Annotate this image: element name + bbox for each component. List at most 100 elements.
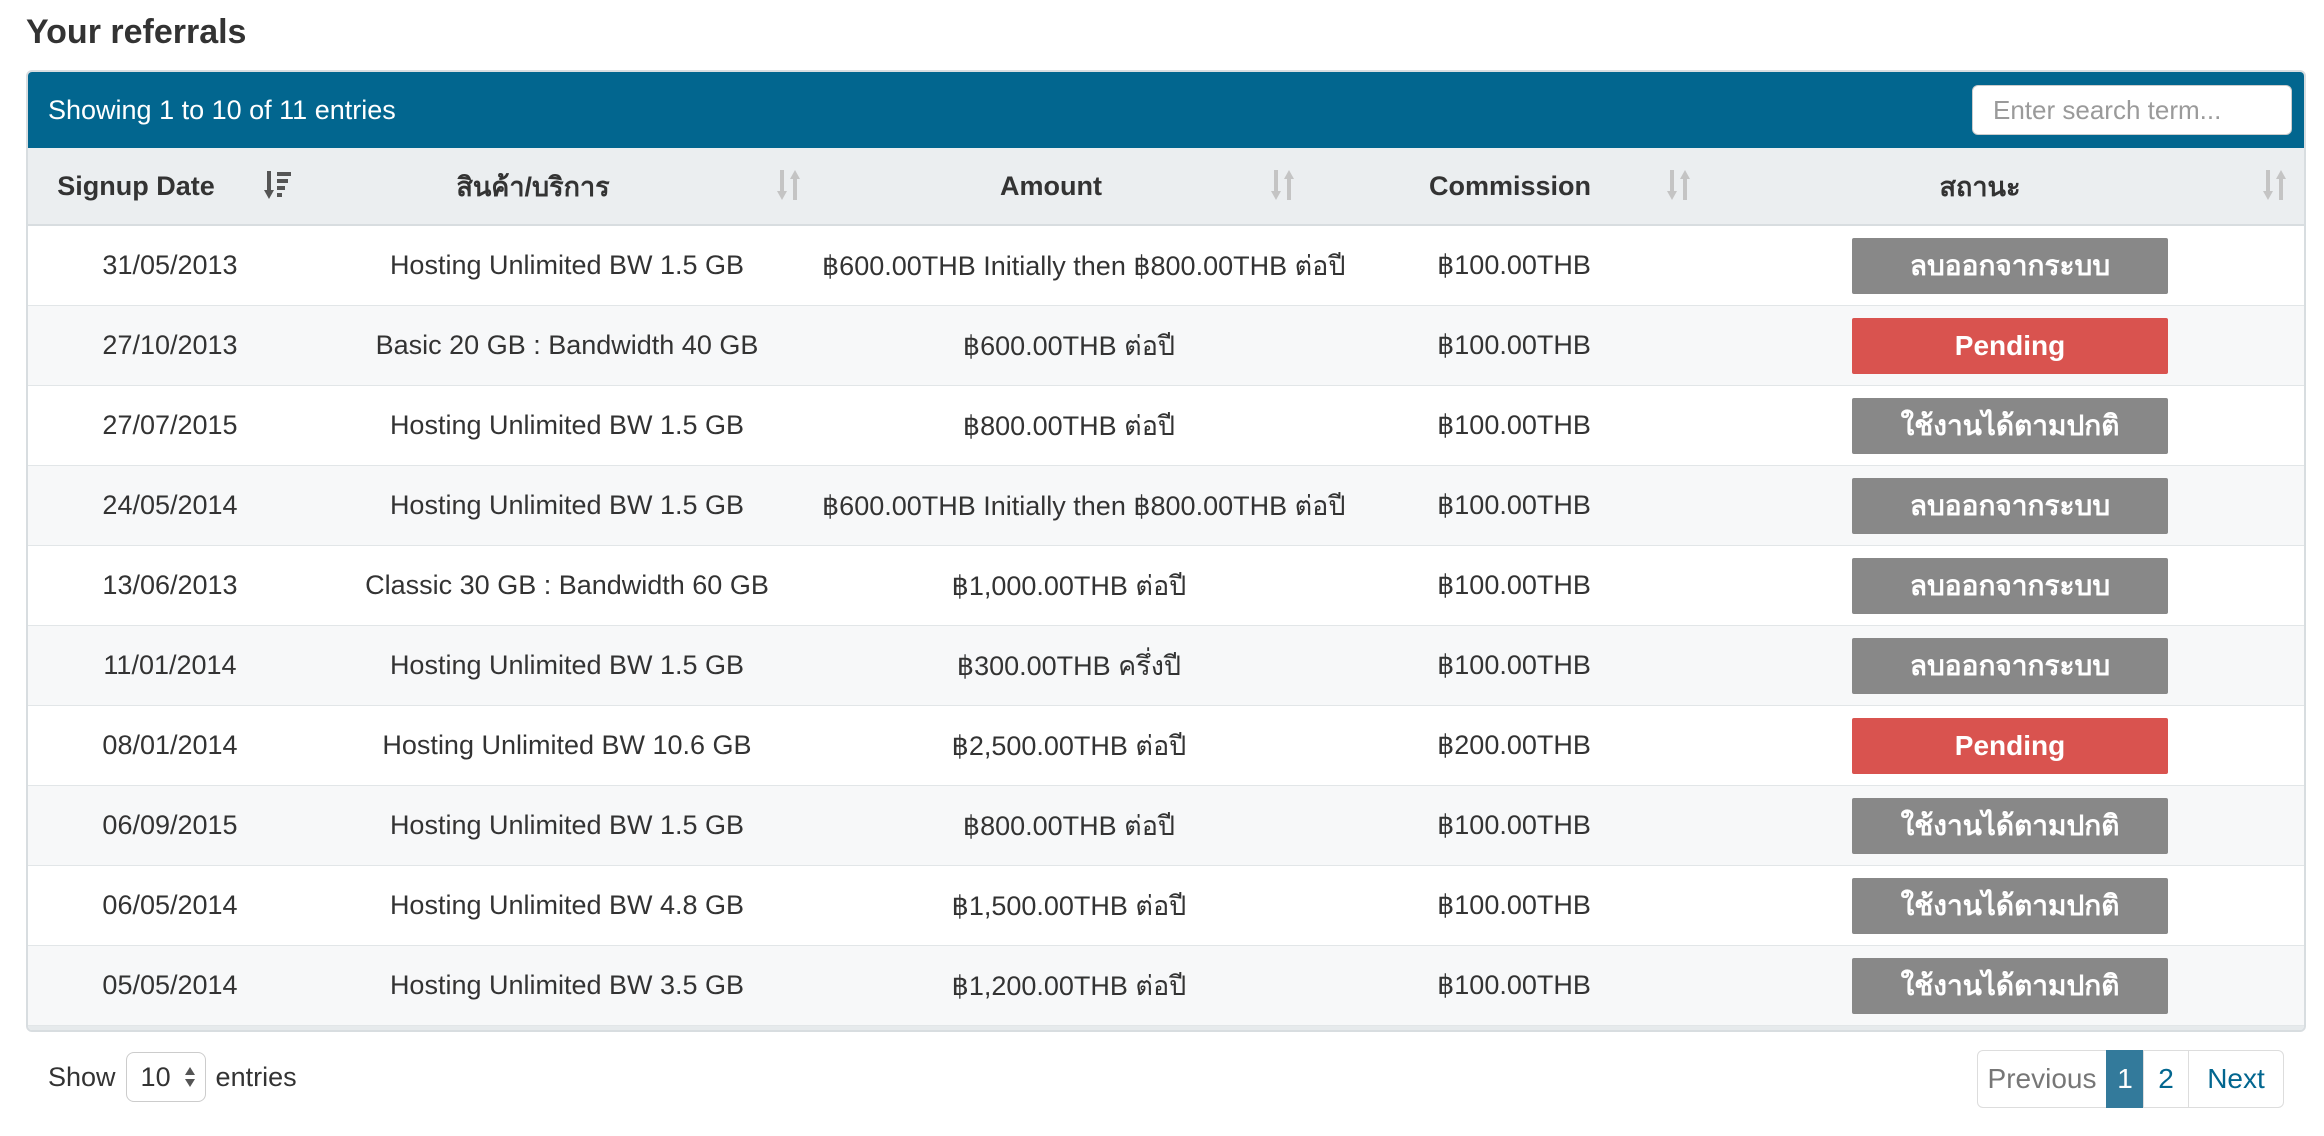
column-header-label: Amount bbox=[1000, 170, 1102, 201]
product-cell: Hosting Unlimited BW 1.5 GB bbox=[312, 625, 822, 706]
signup-date-cell: 27/10/2013 bbox=[28, 305, 312, 386]
page-button-1[interactable]: 1 bbox=[2106, 1050, 2144, 1108]
table-row: 08/01/2014 Hosting Unlimited BW 10.6 GB ฿2… bbox=[28, 705, 2304, 786]
page-length-value: 10 bbox=[140, 1061, 171, 1092]
amount-cell: ฿2,500.00THB ต่อปี bbox=[822, 705, 1316, 786]
page-length-select[interactable]: 10 bbox=[125, 1052, 206, 1102]
sort-both-icon bbox=[1667, 170, 1690, 200]
amount-cell: ฿800.00THB ต่อปี bbox=[822, 385, 1316, 466]
commission-cell: ฿100.00THB bbox=[1316, 945, 1712, 1026]
column-header-label: สินค้า/บริการ bbox=[456, 171, 610, 202]
table-row: 05/05/2014 Hosting Unlimited BW 3.5 GB ฿1,… bbox=[28, 945, 2304, 1026]
status-cell: ใช้งานได้ตามปกติ bbox=[1712, 865, 2304, 946]
sort-both-icon bbox=[777, 170, 800, 200]
entries-label: entries bbox=[215, 1061, 297, 1092]
signup-date-cell: 31/05/2013 bbox=[28, 225, 312, 306]
sort-both-icon bbox=[1271, 170, 1294, 200]
column-header-signup-date[interactable]: Signup Date bbox=[28, 148, 312, 226]
column-header-product[interactable]: สินค้า/บริการ bbox=[312, 148, 822, 226]
product-cell: Classic 30 GB : Bandwidth 60 GB bbox=[312, 545, 822, 626]
signup-date-cell: 24/05/2014 bbox=[28, 465, 312, 546]
commission-cell: ฿100.00THB bbox=[1316, 865, 1712, 946]
sort-both-icon bbox=[2263, 170, 2286, 200]
previous-page-button[interactable]: Previous bbox=[1977, 1050, 2107, 1108]
product-cell: Hosting Unlimited BW 1.5 GB bbox=[312, 465, 822, 546]
table-info: Showing 1 to 10 of 11 entries bbox=[48, 94, 396, 125]
pagination: Previous 1 2 Next bbox=[1977, 1050, 2284, 1108]
signup-date-cell: 05/05/2014 bbox=[28, 945, 312, 1026]
status-cell: ลบออกจากระบบ bbox=[1712, 225, 2304, 306]
table-row: 27/07/2015 Hosting Unlimited BW 1.5 GB ฿80… bbox=[28, 385, 2304, 466]
next-page-button[interactable]: Next bbox=[2188, 1050, 2284, 1108]
status-cell: ใช้งานได้ตามปกติ bbox=[1712, 785, 2304, 866]
commission-cell: ฿100.00THB bbox=[1316, 785, 1712, 866]
referrals-table: Signup Date สินค้า/บริการ bbox=[28, 148, 2304, 1026]
commission-cell: ฿100.00THB bbox=[1316, 385, 1712, 466]
status-badge: ใช้งานได้ตามปกติ bbox=[1852, 957, 2168, 1014]
status-badge: ลบออกจากระบบ bbox=[1852, 637, 2168, 694]
status-badge: ลบออกจากระบบ bbox=[1852, 237, 2168, 294]
page-title: Your referrals bbox=[26, 13, 247, 51]
commission-cell: ฿100.00THB bbox=[1316, 625, 1712, 706]
status-cell: ลบออกจากระบบ bbox=[1712, 465, 2304, 546]
column-header-amount[interactable]: Amount bbox=[822, 148, 1316, 226]
product-cell: Hosting Unlimited BW 4.8 GB bbox=[312, 865, 822, 946]
column-header-label: สถานะ bbox=[1939, 171, 2021, 202]
table-body: 31/05/2013 Hosting Unlimited BW 1.5 GB ฿60… bbox=[28, 225, 2304, 1026]
status-cell: ใช้งานได้ตามปกติ bbox=[1712, 945, 2304, 1026]
status-badge: Pending bbox=[1852, 317, 2168, 374]
sort-desc-icon bbox=[264, 171, 291, 199]
column-header-label: Signup Date bbox=[57, 170, 215, 201]
referrals-table-panel: Showing 1 to 10 of 11 entries Signup Dat… bbox=[26, 70, 2306, 1032]
status-cell: ลบออกจากระบบ bbox=[1712, 625, 2304, 706]
table-row: 06/09/2015 Hosting Unlimited BW 1.5 GB ฿80… bbox=[28, 785, 2304, 866]
column-header-label: Commission bbox=[1428, 170, 1592, 201]
amount-cell: ฿600.00THB Initially then ฿800.00THB ต่อ… bbox=[822, 225, 1346, 306]
product-cell: Hosting Unlimited BW 3.5 GB bbox=[312, 945, 822, 1026]
amount-cell: ฿1,200.00THB ต่อปี bbox=[822, 945, 1316, 1026]
table-row: 24/05/2014 Hosting Unlimited BW 1.5 GB ฿60… bbox=[28, 465, 2304, 546]
commission-cell: ฿100.00THB bbox=[1316, 545, 1712, 626]
signup-date-cell: 13/06/2013 bbox=[28, 545, 312, 626]
status-badge: ใช้งานได้ตามปกติ bbox=[1852, 797, 2168, 854]
status-cell: ลบออกจากระบบ bbox=[1712, 545, 2304, 626]
table-row: 13/06/2013 Classic 30 GB : Bandwidth 60 G… bbox=[28, 545, 2304, 626]
status-cell: Pending bbox=[1712, 305, 2304, 386]
column-header-status[interactable]: สถานะ bbox=[1712, 148, 2304, 226]
table-row: 06/05/2014 Hosting Unlimited BW 4.8 GB ฿1,… bbox=[28, 865, 2304, 946]
page-length-control: Show 10 entries bbox=[48, 1052, 297, 1102]
product-cell: Hosting Unlimited BW 1.5 GB bbox=[312, 785, 822, 866]
status-badge: Pending bbox=[1852, 717, 2168, 774]
commission-cell: ฿100.00THB bbox=[1316, 225, 1712, 306]
product-cell: Hosting Unlimited BW 1.5 GB bbox=[312, 225, 822, 306]
product-cell: Basic 20 GB : Bandwidth 40 GB bbox=[312, 305, 822, 386]
table-row: 31/05/2013 Hosting Unlimited BW 1.5 GB ฿60… bbox=[28, 225, 2304, 306]
signup-date-cell: 27/07/2015 bbox=[28, 385, 312, 466]
amount-cell: ฿1,500.00THB ต่อปี bbox=[822, 865, 1316, 946]
amount-cell: ฿300.00THB ครึ่งปี bbox=[822, 625, 1316, 706]
status-cell: Pending bbox=[1712, 705, 2304, 786]
commission-cell: ฿200.00THB bbox=[1316, 705, 1712, 786]
signup-date-cell: 11/01/2014 bbox=[28, 625, 312, 706]
signup-date-cell: 06/05/2014 bbox=[28, 865, 312, 946]
amount-cell: ฿800.00THB ต่อปี bbox=[822, 785, 1316, 866]
table-row: 27/10/2013 Basic 20 GB : Bandwidth 40 GB ฿… bbox=[28, 305, 2304, 386]
commission-cell: ฿100.00THB bbox=[1316, 465, 1712, 546]
table-bottom-strip bbox=[28, 1026, 2304, 1030]
column-header-commission[interactable]: Commission bbox=[1316, 148, 1712, 226]
search-input[interactable] bbox=[1972, 85, 2292, 135]
select-arrows-icon bbox=[184, 1067, 195, 1087]
amount-cell: ฿1,000.00THB ต่อปี bbox=[822, 545, 1316, 626]
status-cell: ใช้งานได้ตามปกติ bbox=[1712, 385, 2304, 466]
amount-cell: ฿600.00THB ต่อปี bbox=[822, 305, 1316, 386]
page-button-2[interactable]: 2 bbox=[2143, 1050, 2189, 1108]
show-label: Show bbox=[48, 1061, 116, 1092]
table-row: 11/01/2014 Hosting Unlimited BW 1.5 GB ฿30… bbox=[28, 625, 2304, 706]
signup-date-cell: 06/09/2015 bbox=[28, 785, 312, 866]
status-badge: ใช้งานได้ตามปกติ bbox=[1852, 397, 2168, 454]
status-badge: ลบออกจากระบบ bbox=[1852, 477, 2168, 534]
product-cell: Hosting Unlimited BW 10.6 GB bbox=[312, 705, 822, 786]
status-badge: ใช้งานได้ตามปกติ bbox=[1852, 877, 2168, 934]
commission-cell: ฿100.00THB bbox=[1316, 305, 1712, 386]
